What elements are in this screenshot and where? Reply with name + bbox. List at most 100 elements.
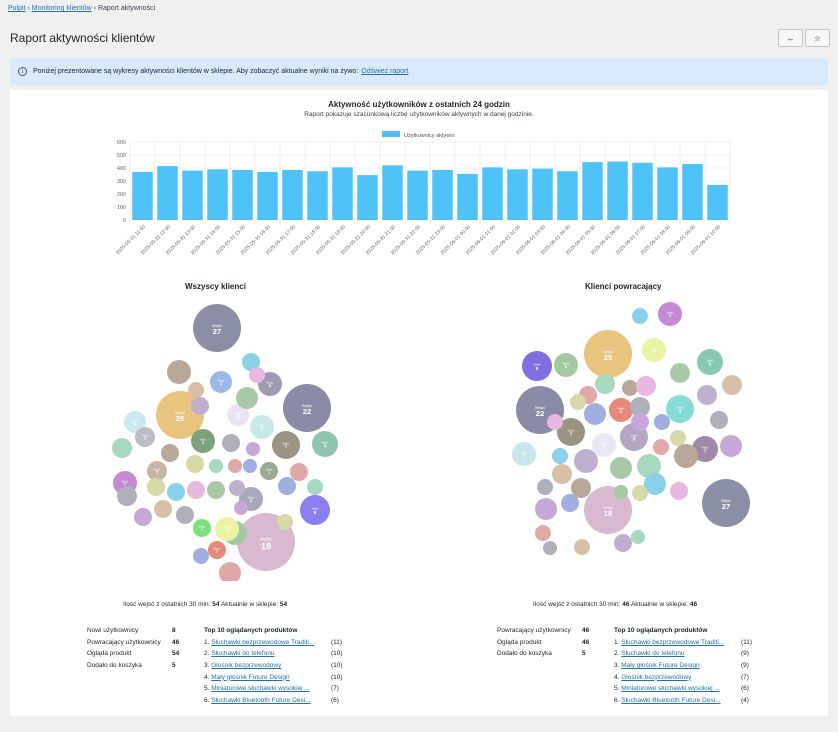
all-clients-bubble-chart: Wejść27Wejść25Wejść22Wejść18Wejść9Wejść8… [112,304,338,581]
bubble-label: Wejść [521,451,529,454]
bubble [193,304,241,352]
bubble-value: 9 [536,366,539,372]
bubble [702,479,750,527]
stat-row: Powracający użytkownicy 46 [87,638,180,646]
bubble-value: 7 [704,448,707,453]
returning-clients-title: Klienci powracający [585,282,662,291]
breadcrumb-separator: › [27,5,30,12]
bar [582,162,603,220]
arrows-horizontal-icon: ↔ [786,33,795,43]
y-tick-label: 100 [117,205,126,211]
bubble [193,519,211,537]
legend-swatch [382,131,400,137]
bubble-label: Wejść [667,311,675,314]
bubble [191,397,209,415]
all-clients-footnote: Ilość wejść z ostatnich 30 min: 54 Aktua… [123,601,288,608]
chart-subtitle: Raport pokazuje szacunkową liczbę użytko… [304,111,534,118]
refresh-report-link[interactable]: Odśwież raport [361,68,409,75]
list-item: 6. Słuchawki Bluetooth Future Desi... (6) [204,696,339,704]
bubble [535,525,551,541]
returning-clients-stats: Powracający użytkownicy 46 Ogląda produkt… [497,625,602,660]
list-item: 6. Słuchawki Bluetooth Future Desi... (4) [614,696,749,704]
bubble-label: Wejść [218,379,226,382]
bubble-value: 6 [324,443,327,448]
bubble-label: Wejść [154,469,162,472]
list-item: 2. Słuchawki do telefonu (10) [204,650,343,658]
bubble [571,478,591,498]
bubble-value: 7 [285,445,288,450]
bubble [670,430,686,446]
bubble [260,462,278,480]
bubble-value: 3 [226,529,228,533]
favorite-button[interactable]: ☆ [805,29,830,47]
bubble-label: Wejść [175,411,185,415]
bubble-label: Wejść [142,435,150,438]
bar [307,171,328,220]
bubble-label: Wejść [248,496,256,499]
bubble-label: Wejść [200,438,208,441]
breadcrumb-link-monitoring[interactable]: Monitoring klientów [31,5,92,12]
bubble [631,413,649,431]
y-tick-label: 500 [117,153,126,159]
bubble [167,360,191,384]
bubble [658,302,682,326]
bubble [610,457,632,479]
bubble [670,363,690,383]
bar [507,169,528,220]
breadcrumb: Pulpit › Monitoring klientów › Raport ak… [8,5,155,12]
bubble [209,459,223,473]
breadcrumb-current: Raport aktywności [97,5,156,12]
bubble-label: Wejść [259,424,267,427]
bubble-value: 3 [144,437,146,441]
bubble [312,431,338,457]
list-item: 4. Mały głośnik Future Design (10) [204,673,343,681]
stat-row: Ogląda produkt 46 [497,638,590,646]
bubble [554,353,578,377]
report-panel: Aktywność użytkowników z ostatnich 24 go… [10,90,828,716]
collapse-button[interactable]: ↔ [778,29,803,47]
bar [282,169,303,220]
bubble [697,349,723,375]
bubble-label: Wejść [283,442,291,445]
bubble [249,367,265,383]
y-tick-label: 0 [123,218,126,224]
bubble [636,376,656,396]
bubble-label: Wejść [601,442,609,445]
bubble-label: Wejść [266,469,274,472]
bubble-value: 8 [565,365,568,369]
bubble-value: 2 [669,314,671,318]
bubble-value: 3 [620,410,622,414]
bubble-label: Wejść [235,412,243,415]
bubble [557,418,585,446]
bubble-value: 7 [570,432,573,437]
bubble-value: 27 [213,327,222,336]
bubble [595,374,615,394]
list-item: 5. Miniaturowe słuchawki wysokiej ... (7) [204,685,339,693]
bubble-value: 4 [603,445,606,449]
bubble [222,434,240,452]
bar [207,169,228,220]
bubble [670,482,688,500]
bubble [250,415,274,439]
bubble-label: Wejść [651,347,659,350]
legend-label: Użytkownicy aktywni [404,133,454,139]
stat-row: Powracający użytkownicy 46 [497,627,590,635]
y-tick-label: 400 [117,166,126,172]
stat-row: Ogląda produkt 54 [87,650,180,658]
breadcrumb-link-dashboard[interactable]: Pulpit [8,5,26,12]
list-item: 1. Słuchawki bezprzewodowe Traditi... (11… [204,638,343,646]
all-clients-title: Wszyscy klienci [185,282,246,291]
bubble [644,473,666,495]
bubble-value: 5 [523,454,526,458]
bubble-label: Wejść [618,407,626,410]
bar [632,162,653,220]
bar [607,161,628,220]
activity-bar-chart: Użytkownicy aktywni010020030040050060020… [115,131,731,256]
bar [157,166,178,220]
info-notice: i Poniżej prezentowane są wykresy aktywn… [10,58,828,85]
bubble [674,444,698,468]
bubble [653,439,669,455]
bubble [584,330,632,378]
bar [257,171,278,220]
bar [457,173,478,220]
